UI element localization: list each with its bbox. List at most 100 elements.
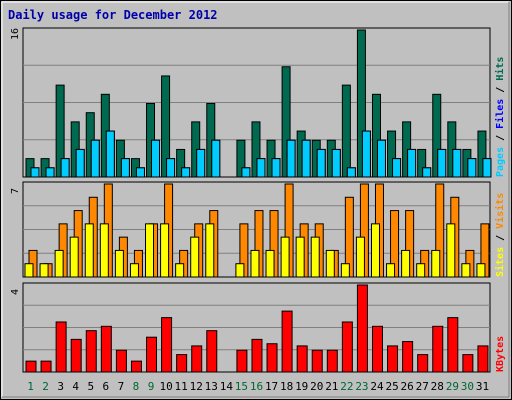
bar-pages-day-6 <box>105 130 115 178</box>
bar-pages-day-28 <box>437 148 447 178</box>
bar-sites-day-19 <box>295 236 305 278</box>
bar-kbytes-day-25 <box>387 345 399 373</box>
x-tick-label-day-16: 16 <box>250 380 263 393</box>
bar-pages-day-16 <box>256 158 266 178</box>
bar-sites-day-27 <box>416 263 426 278</box>
bar-pages-day-29 <box>452 148 462 178</box>
bar-pages-day-25 <box>392 158 402 178</box>
bar-kbytes-day-26 <box>402 341 414 373</box>
bar-sites-day-16 <box>250 249 260 278</box>
legend-visits_sites: Sites / Visits <box>494 193 506 277</box>
bar-kbytes-day-9 <box>146 336 158 373</box>
x-tick-label-day-27: 27 <box>416 380 429 393</box>
bar-hits-day-27 <box>417 148 427 178</box>
bar-kbytes-day-7 <box>115 349 127 373</box>
bar-pages-day-2 <box>45 167 55 178</box>
y-max-label: 16 <box>10 28 21 40</box>
bar-kbytes-day-23 <box>356 284 368 373</box>
bar-sites-day-8 <box>129 263 139 278</box>
bar-sites-day-21 <box>325 249 335 278</box>
x-tick-label-day-7: 7 <box>118 380 125 393</box>
x-tick-label-day-25: 25 <box>385 380 398 393</box>
x-tick-label-day-9: 9 <box>148 380 155 393</box>
bar-pages-day-8 <box>135 167 145 178</box>
legend-separator: / <box>495 229 506 247</box>
bar-hits-day-16 <box>251 121 261 178</box>
bar-hits-day-31 <box>477 130 487 178</box>
bar-sites-day-13 <box>205 223 215 278</box>
bar-kbytes-day-21 <box>326 349 338 373</box>
bar-sites-day-9 <box>145 223 155 278</box>
bar-pages-day-4 <box>75 148 85 178</box>
bar-sites-day-23 <box>355 236 365 278</box>
bar-sites-day-22 <box>340 263 350 278</box>
x-tick-label-day-26: 26 <box>401 380 414 393</box>
bar-sites-day-12 <box>190 236 200 278</box>
bar-pages-day-1 <box>30 167 40 178</box>
chart-title: Daily usage for December 2012 <box>8 8 218 22</box>
bar-pages-day-18 <box>286 139 296 178</box>
bar-kbytes-day-12 <box>191 345 203 373</box>
bar-sites-day-6 <box>99 223 109 278</box>
bar-sites-day-28 <box>431 249 441 278</box>
bar-sites-day-1 <box>24 263 34 278</box>
bar-pages-day-17 <box>271 158 281 178</box>
panel-visits_sites: 7 <box>10 181 491 278</box>
bar-kbytes-day-10 <box>161 317 173 373</box>
bar-hits-day-3 <box>55 84 65 178</box>
legend-item-files: Files <box>494 99 506 129</box>
bar-sites-day-24 <box>370 223 380 278</box>
bar-pages-day-12 <box>196 148 206 178</box>
bar-kbytes-day-30 <box>462 354 474 373</box>
bar-sites-day-26 <box>401 249 411 278</box>
bar-sites-day-11 <box>175 263 185 278</box>
bar-pages-day-24 <box>376 139 386 178</box>
x-tick-label-day-10: 10 <box>159 380 172 393</box>
bar-kbytes-day-1 <box>25 360 37 373</box>
bar-pages-day-26 <box>407 148 417 178</box>
bar-hits-day-18 <box>281 66 291 178</box>
legend-hits_files_pages: Pages / Files / Hits <box>494 57 506 177</box>
bar-kbytes-day-19 <box>296 345 308 373</box>
bar-sites-day-4 <box>69 236 79 278</box>
legend-item-hits: Hits <box>494 57 506 81</box>
panel-hits_files_pages: 16 <box>10 27 492 178</box>
bar-kbytes-day-13 <box>206 330 218 373</box>
x-tick-label-day-21: 21 <box>325 380 338 393</box>
bar-sites-day-25 <box>386 263 396 278</box>
bar-sites-day-2 <box>39 263 49 278</box>
bar-kbytes-day-29 <box>447 317 459 373</box>
bar-pages-day-13 <box>211 139 221 178</box>
legend-layer: Pages / Files / Hits Sites / Visits KBytes <box>494 57 506 372</box>
bar-kbytes-day-24 <box>371 325 383 373</box>
bar-pages-day-19 <box>301 139 311 178</box>
bar-kbytes-day-18 <box>281 310 293 373</box>
x-tick-label-day-20: 20 <box>310 380 323 393</box>
bar-hits-day-22 <box>341 84 351 178</box>
bar-pages-day-23 <box>361 130 371 178</box>
x-tick-label-day-3: 3 <box>57 380 64 393</box>
x-tick-label-day-4: 4 <box>72 380 79 393</box>
bar-hits-day-28 <box>432 93 442 178</box>
y-max-label: 7 <box>10 188 21 194</box>
legend-item-visits: Visits <box>494 193 506 229</box>
x-tick-label-day-1: 1 <box>27 380 34 393</box>
bar-pages-day-21 <box>331 148 341 178</box>
legend-separator: / <box>495 81 506 99</box>
bar-sites-day-30 <box>461 263 471 278</box>
bar-kbytes-day-20 <box>311 349 323 373</box>
x-tick-label-day-17: 17 <box>265 380 278 393</box>
x-tick-label-day-15: 15 <box>235 380 248 393</box>
bar-sites-day-18 <box>280 236 290 278</box>
bar-kbytes-day-17 <box>266 343 278 373</box>
bar-hits-day-10 <box>161 75 171 178</box>
bar-kbytes-day-6 <box>100 325 112 373</box>
legend-separator: / <box>495 129 506 147</box>
bar-pages-day-7 <box>120 158 130 178</box>
bar-kbytes-day-3 <box>55 321 67 373</box>
x-tick-label-day-14: 14 <box>220 380 234 393</box>
bar-hits-day-25 <box>387 130 397 178</box>
